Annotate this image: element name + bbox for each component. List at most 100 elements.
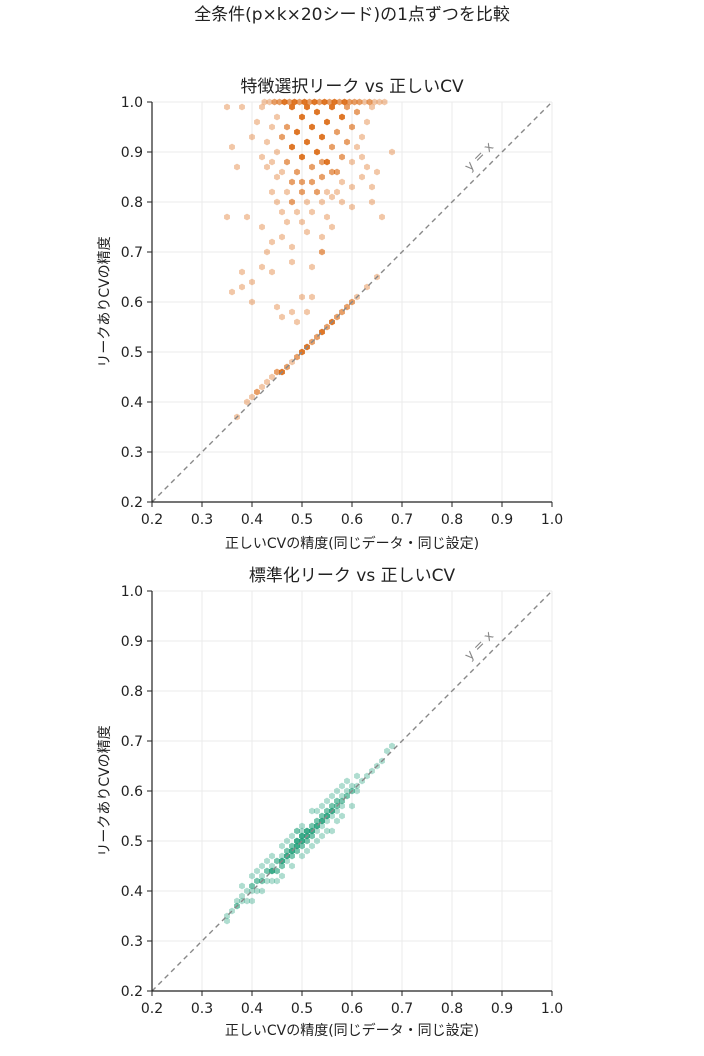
hexbin-cell (364, 163, 370, 171)
reference-line-label: y = x (462, 628, 497, 663)
x-tick-label: 0.4 (241, 512, 263, 528)
hexbin-cell (306, 98, 313, 106)
hexbin-cell (326, 98, 333, 106)
hexbin-cell (271, 98, 278, 106)
hexbin-cell (319, 832, 325, 840)
hexbin-cell (289, 852, 295, 860)
y-tick-label: 0.2 (121, 984, 143, 1000)
hexbin-cell (269, 877, 275, 885)
x-tick-label: 0.2 (141, 1001, 163, 1017)
hexbin-cell (369, 198, 375, 206)
hexbin-cell (339, 812, 345, 820)
y-tick-label: 0.6 (121, 784, 143, 800)
x-tick-label: 0.6 (341, 1001, 363, 1017)
hexbin-cell (239, 882, 245, 890)
hexbin-cell (324, 158, 330, 166)
hexbin-cell (254, 867, 260, 875)
hexbin-cell (319, 812, 325, 820)
hexbin-cell (304, 827, 310, 835)
hexbin-cell (299, 153, 305, 161)
hexbin-cell (289, 243, 295, 251)
hexbin-cell (259, 153, 265, 161)
hexbin-cell (276, 98, 283, 106)
hexbin-cell (261, 98, 268, 106)
hexbin-cell (249, 298, 255, 306)
hexbin-cell (381, 98, 388, 106)
hexbin-cell (244, 897, 250, 905)
x-tick-label: 0.3 (191, 512, 213, 528)
hexbin-cell (324, 188, 330, 196)
y-tick-label: 0.3 (121, 445, 143, 461)
hexbin-cell (224, 917, 230, 925)
hexbin-cell (284, 218, 290, 226)
hexbin-cell (339, 802, 345, 810)
hexbin-cell (264, 248, 270, 256)
hexbin-cell (279, 168, 285, 176)
hexbin-cell (299, 842, 305, 850)
hexbin-cell (254, 877, 260, 885)
hexbin-cell (279, 208, 285, 216)
hexbin-cell (349, 802, 355, 810)
y-axis-label: リークありCVの精度 (97, 236, 113, 367)
hexbin-cell (389, 148, 395, 156)
hexbin-cell (294, 318, 300, 326)
hexbin-cell (294, 827, 300, 835)
hexbin-cell (316, 98, 323, 106)
hexbin-cell (374, 168, 380, 176)
hexbin-cell (294, 168, 300, 176)
hexbin-cell (281, 98, 288, 106)
hexbin-cell (304, 103, 310, 111)
hexbin-cell (389, 742, 395, 750)
hexbin-cell (354, 143, 360, 151)
hexbin-cell (249, 882, 255, 890)
panel-feature-selection-leak: 特徴選択リーク vs 正しいCV y = x 0.2 0.3 0.4 0.5 0.6 0.… (97, 77, 563, 552)
hexbin-cell (269, 188, 275, 196)
hexbin-cell (329, 812, 335, 820)
hexbin-cell (324, 807, 330, 815)
hexbin-cell (339, 113, 345, 121)
y-tick-label: 0.2 (121, 495, 143, 511)
y-tick-label: 0.9 (121, 634, 143, 650)
hexbin-cell (244, 213, 250, 221)
hexbin-cell (324, 118, 330, 126)
hexbin-cell (266, 98, 273, 106)
hexbin-cell (324, 817, 330, 825)
hexbin-cell (289, 103, 295, 111)
hexbin-cell (294, 208, 300, 216)
hexbin-cell (274, 173, 280, 181)
hexbin-cell (264, 378, 270, 386)
hexbin-cell (369, 183, 375, 191)
x-tick-label: 1.0 (541, 1001, 563, 1017)
hexbin-cell (329, 103, 335, 111)
hexbin-cell (274, 113, 280, 121)
hexbin-cell (274, 198, 280, 206)
figure-suptitle: 全条件(p×k×20シード)の1点ずつを比較 (194, 5, 510, 25)
hexbin-cell (311, 98, 318, 106)
reference-line (151, 590, 553, 992)
hexbin-cell (319, 133, 325, 141)
hexbin-cell (349, 123, 355, 131)
hexbin-cell (269, 238, 275, 246)
y-tick-label: 0.9 (121, 145, 143, 161)
hexbin-cell (304, 228, 310, 236)
hexbin-cell (344, 138, 350, 146)
hexbin-cell (354, 787, 360, 795)
x-tick-label: 0.8 (441, 512, 463, 528)
hexbin-cell (339, 153, 345, 161)
hexbin-cell (239, 103, 245, 111)
x-tick-label: 0.7 (391, 512, 413, 528)
hexbin-cell (269, 268, 275, 276)
hexbin-cell (249, 897, 255, 905)
hexbin-cell (299, 852, 305, 860)
hexbin-cell (299, 188, 305, 196)
hexbin-cell (299, 827, 305, 835)
hexbin-cell (249, 393, 255, 401)
y-tick-label: 0.8 (121, 684, 143, 700)
y-tick-label: 1.0 (121, 95, 143, 111)
hexbin-cell (309, 293, 315, 301)
hexbin-cell (319, 822, 325, 830)
hexbin-cell (304, 837, 310, 845)
y-ticks: 0.2 0.3 0.4 0.5 0.6 0.7 0.8 0.9 1.0 (121, 584, 152, 1000)
hexbin-cell (321, 98, 328, 106)
y-tick-label: 0.3 (121, 934, 143, 950)
